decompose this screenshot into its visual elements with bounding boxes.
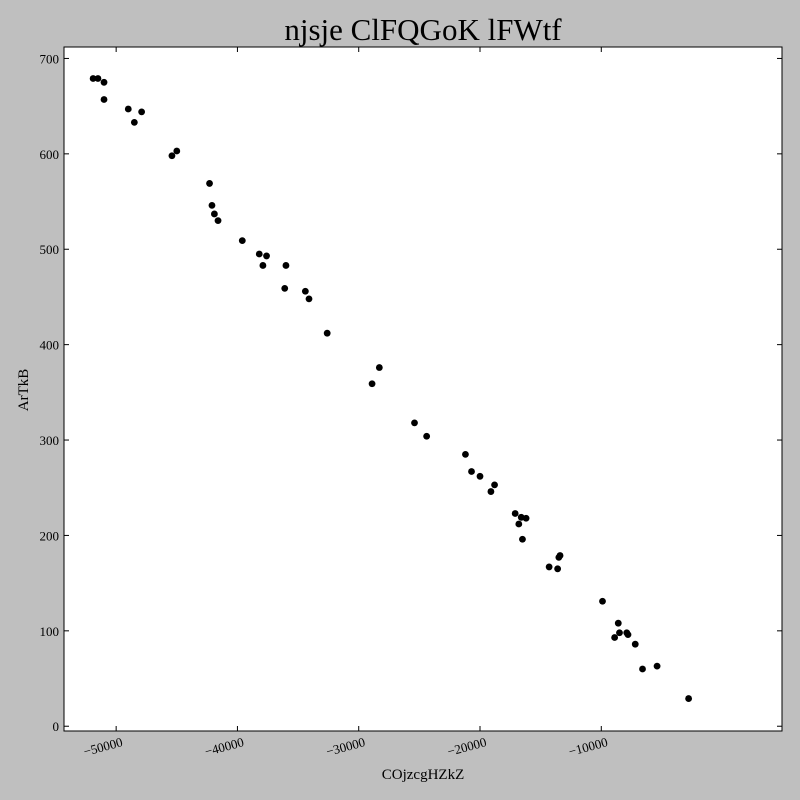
data-point — [214, 217, 222, 225]
data-point — [259, 262, 267, 269]
x-tick-label: −50000 — [82, 734, 124, 759]
data-point — [515, 520, 523, 528]
data-point — [375, 364, 383, 371]
data-point — [94, 75, 102, 82]
x-tick-label: −10000 — [567, 734, 609, 759]
data-point — [653, 662, 661, 670]
plot-area — [64, 47, 782, 731]
data-point — [511, 510, 519, 517]
data-point — [519, 535, 526, 543]
y-tick-label: 500 — [40, 242, 60, 257]
data-point — [255, 250, 263, 258]
x-tick-label: −40000 — [203, 734, 245, 759]
y-tick-label: 400 — [40, 338, 60, 353]
y-tick-label: 200 — [40, 528, 60, 543]
data-point — [210, 210, 218, 218]
data-point — [611, 634, 619, 641]
data-point — [545, 563, 553, 571]
data-point — [301, 287, 309, 295]
data-point — [130, 118, 138, 126]
data-point — [323, 329, 331, 337]
y-tick-label: 700 — [40, 51, 60, 66]
y-tick-label: 300 — [40, 433, 60, 448]
data-point — [556, 552, 564, 559]
data-point — [263, 252, 270, 260]
y-tick-label: 0 — [53, 719, 60, 734]
data-point — [282, 262, 290, 269]
data-point — [624, 631, 632, 639]
data-point — [173, 147, 181, 155]
data-point — [423, 432, 431, 440]
data-point — [639, 665, 646, 673]
y-tick-label: 100 — [40, 624, 60, 639]
data-point — [206, 180, 213, 187]
data-point — [491, 481, 498, 489]
data-point — [685, 695, 693, 702]
data-point — [599, 597, 606, 605]
data-point — [616, 629, 623, 637]
data-point — [522, 514, 530, 522]
data-points — [89, 75, 693, 702]
x-axis-label: COjzcgHZkZ — [382, 767, 464, 783]
plot-frame — [63, 46, 783, 732]
data-point — [89, 75, 97, 82]
data-point — [631, 640, 639, 648]
x-tick-label: −20000 — [446, 734, 488, 759]
data-point — [487, 488, 495, 495]
y-axis-ticks: 0 100 200 300 400 500 600 700 — [40, 51, 782, 734]
data-point — [168, 152, 176, 160]
y-tick-label: 600 — [40, 147, 60, 162]
data-point — [614, 619, 622, 627]
data-point — [468, 468, 475, 475]
data-point — [411, 419, 418, 427]
x-tick-label: −30000 — [324, 734, 366, 759]
data-point — [281, 284, 289, 292]
data-point — [100, 96, 108, 103]
chart-title: njsje ClFQGoK lFWtf — [284, 12, 562, 47]
y-axis-label: ArTkB — [16, 369, 32, 412]
data-point — [100, 78, 108, 86]
data-point — [238, 237, 246, 245]
data-point — [208, 201, 216, 209]
data-point — [368, 380, 376, 388]
data-point — [138, 108, 146, 116]
data-point — [476, 472, 484, 480]
data-point — [462, 450, 469, 458]
data-point — [305, 295, 313, 303]
data-point — [554, 565, 562, 573]
data-point — [124, 105, 132, 113]
